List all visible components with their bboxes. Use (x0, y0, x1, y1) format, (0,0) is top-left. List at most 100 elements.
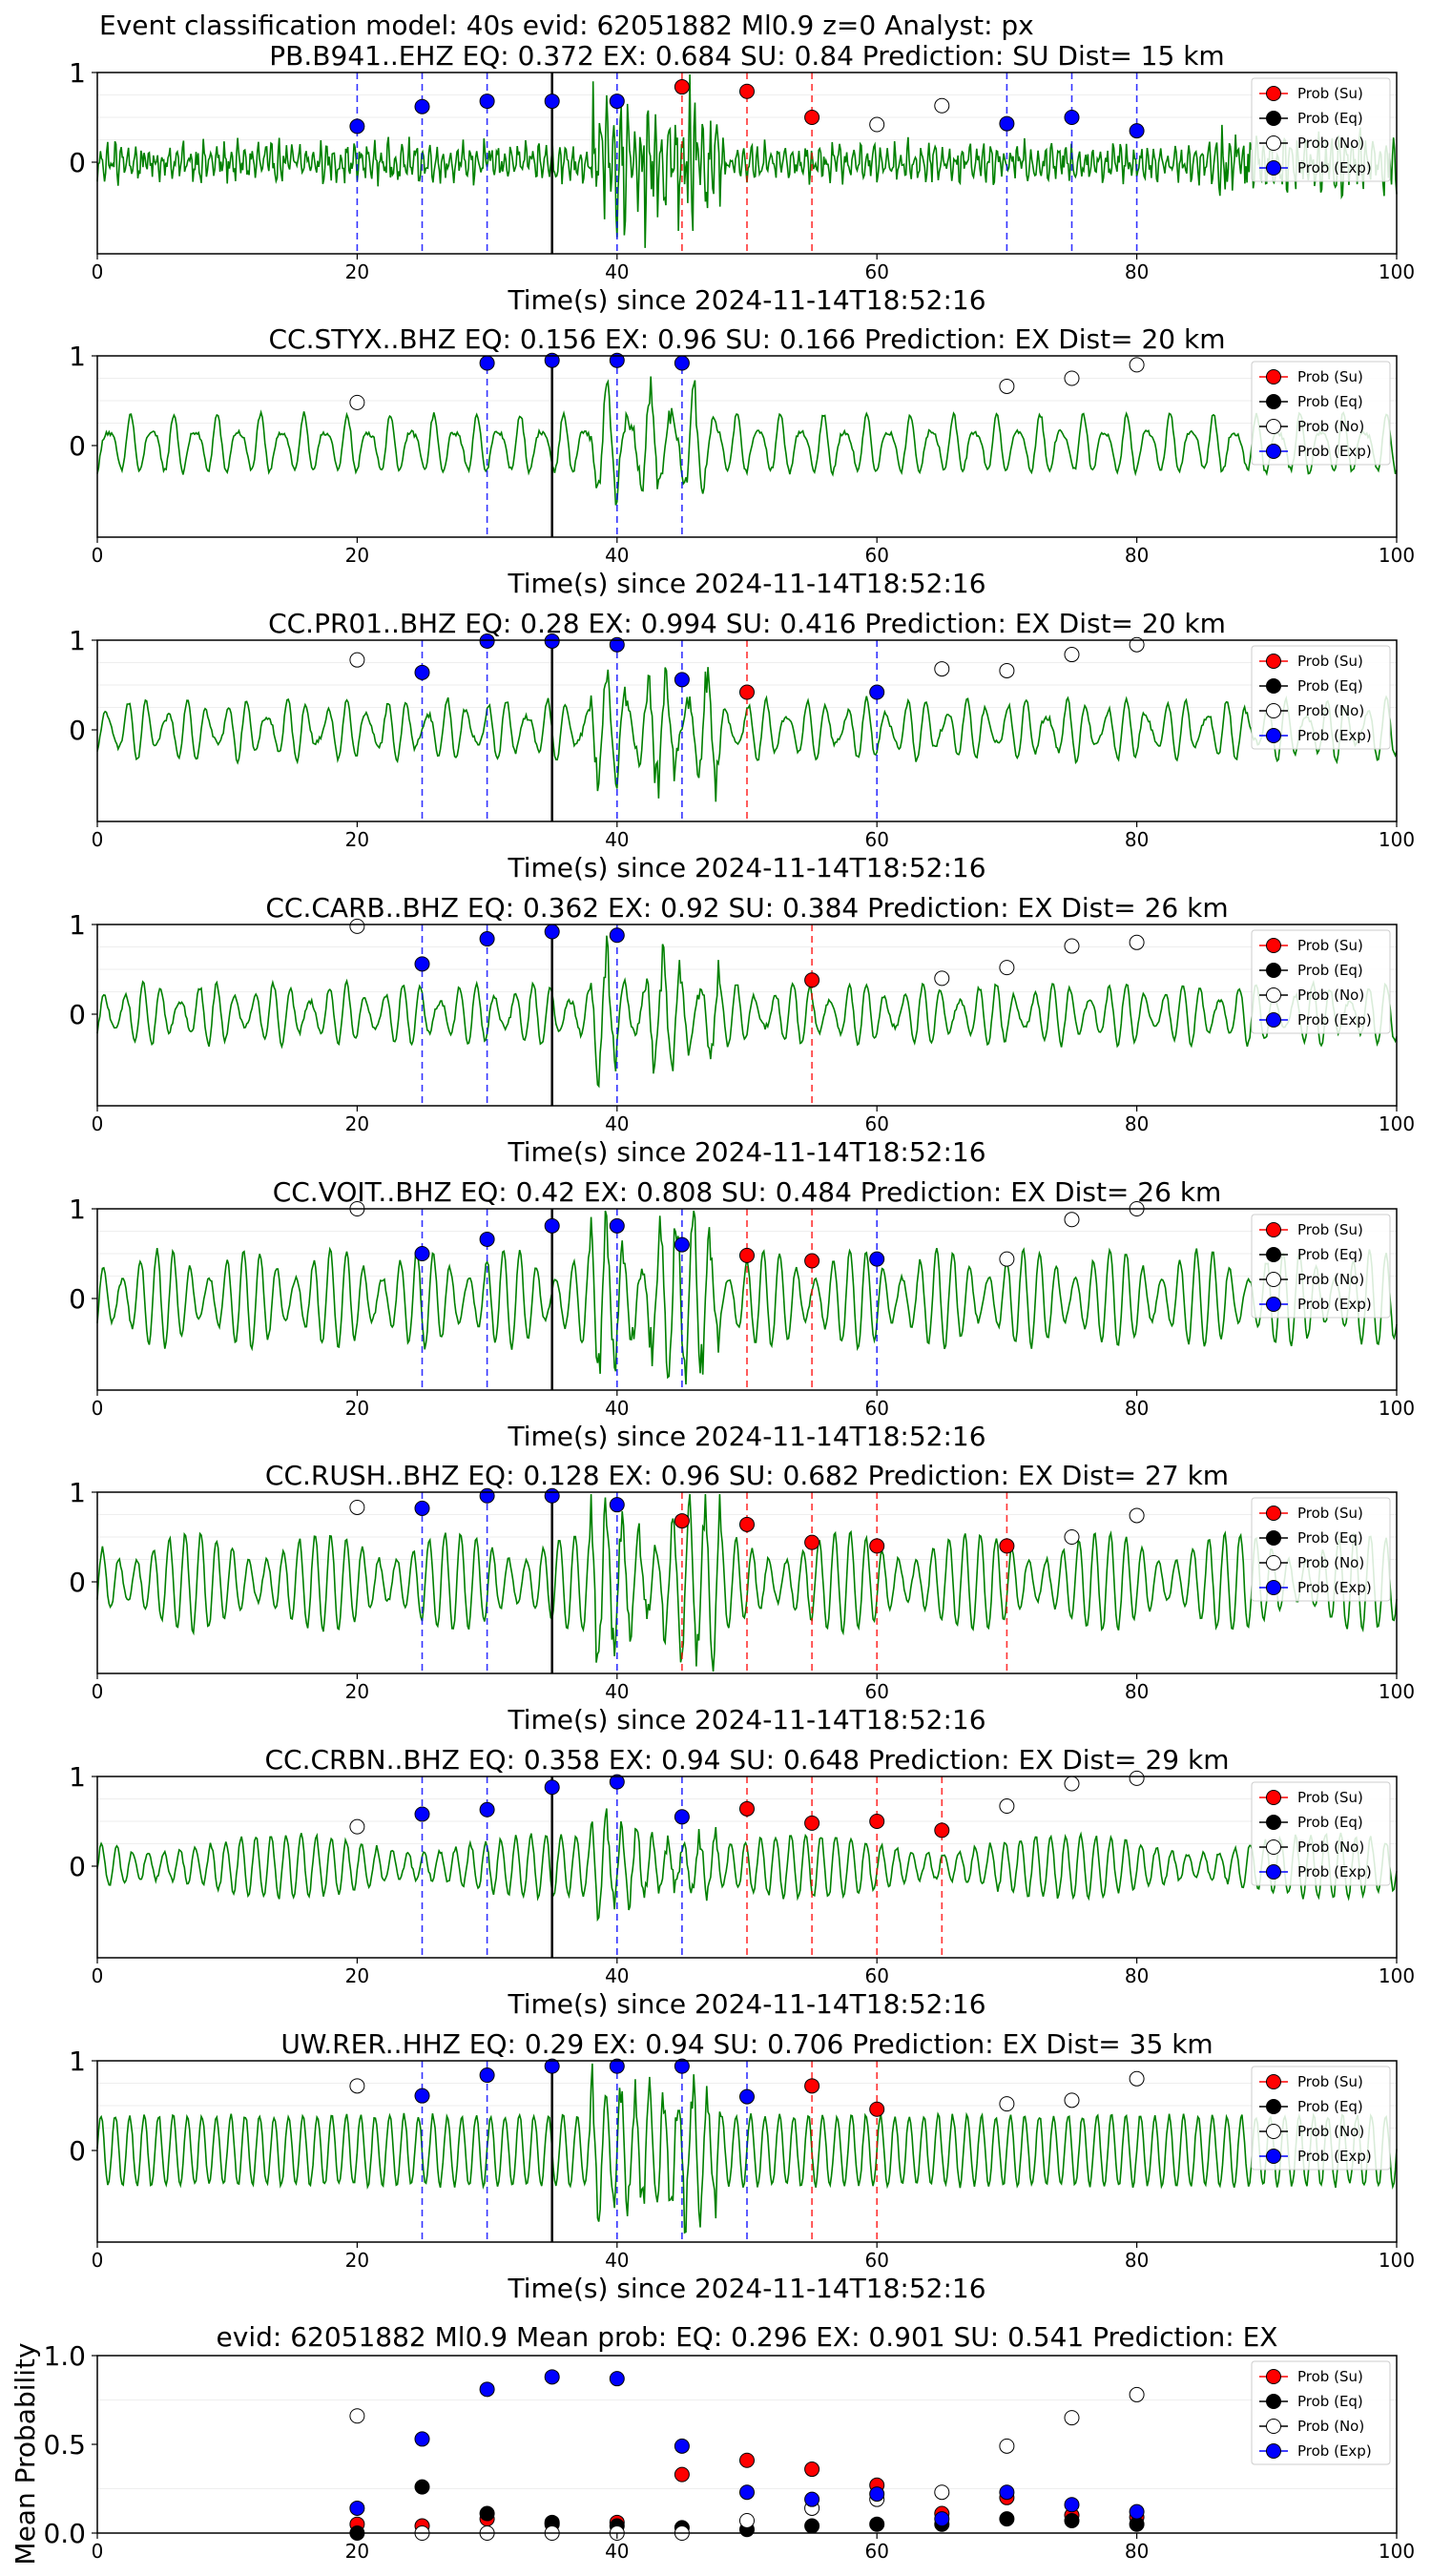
prob-marker (739, 1516, 755, 1532)
prob-marker (804, 1815, 820, 1831)
x-tick-label: 100 (1379, 1964, 1415, 1987)
legend-marker (1266, 1297, 1281, 1312)
panel-title: CC.RUSH..BHZ EQ: 0.128 EX: 0.96 SU: 0.68… (265, 1460, 1229, 1491)
prob-marker (804, 1534, 820, 1550)
mean-prob-marker (349, 2500, 365, 2516)
x-tick-label: 60 (864, 1964, 888, 1987)
legend-marker (1266, 2419, 1281, 2434)
legend-marker (1266, 728, 1281, 743)
legend-marker (1266, 963, 1281, 978)
panel-title: CC.CRBN..BHZ EQ: 0.358 EX: 0.94 SU: 0.64… (264, 1744, 1229, 1776)
prob-marker (1129, 934, 1145, 950)
legend-marker (1266, 369, 1281, 384)
prob-marker (1129, 1507, 1145, 1524)
y-tick-label: 0 (69, 1851, 86, 1882)
x-tick-label: 100 (1379, 260, 1415, 283)
prob-marker (544, 2058, 560, 2074)
x-tick-label: 0 (92, 544, 104, 567)
waveform-trace (96, 73, 1398, 248)
prob-marker (1129, 123, 1145, 139)
chart-panel-5: CC.RUSH..BHZ EQ: 0.128 EX: 0.96 SU: 0.68… (69, 1460, 1415, 1735)
mean-prob-marker (1064, 2410, 1080, 2426)
mean-prob-marker (609, 2371, 625, 2387)
prob-marker (1129, 357, 1145, 373)
x-tick-label: 80 (1125, 2249, 1149, 2272)
legend-label: Prob (Eq) (1297, 1529, 1363, 1547)
x-tick-label: 100 (1379, 2540, 1415, 2563)
x-tick-label: 80 (1125, 1112, 1149, 1135)
x-tick-label: 20 (345, 1964, 369, 1987)
prob-marker (999, 2096, 1015, 2112)
legend-label: Prob (Exp) (1297, 443, 1372, 460)
legend-label: Prob (Eq) (1297, 1814, 1363, 1831)
x-tick-label: 80 (1125, 828, 1149, 851)
legend-label: Prob (No) (1297, 418, 1364, 435)
legend-marker (1266, 2074, 1281, 2089)
mean-prob-marker (999, 2484, 1015, 2501)
prob-marker (349, 918, 365, 934)
prob-marker (609, 927, 625, 944)
legend-box (1251, 2066, 1391, 2171)
prob-marker (739, 684, 755, 700)
prob-marker (349, 2078, 365, 2094)
legend-marker (1266, 654, 1281, 669)
legend-label: Prob (Su) (1297, 2368, 1363, 2385)
prob-marker (544, 633, 560, 649)
axes-frame (96, 72, 1398, 255)
chart-panel-1: CC.STYX..BHZ EQ: 0.156 EX: 0.96 SU: 0.16… (69, 323, 1415, 599)
legend-label: Prob (Su) (1297, 653, 1363, 670)
y-tick-label: 1 (69, 1761, 86, 1793)
legend-label: Prob (Su) (1297, 1789, 1363, 1806)
prob-marker (674, 1809, 690, 1825)
legend-label: Prob (Exp) (1297, 1011, 1372, 1028)
legend-box (1251, 77, 1391, 182)
prob-marker (414, 2088, 430, 2104)
x-tick-label: 100 (1379, 1112, 1415, 1135)
x-tick-label: 60 (864, 1680, 888, 1703)
mean-prob-marker (414, 2479, 430, 2495)
x-tick-label: 40 (605, 1680, 629, 1703)
waveform-trace (96, 935, 1398, 1089)
legend-label: Prob (Exp) (1297, 1863, 1372, 1880)
x-tick-label: 80 (1125, 260, 1149, 283)
x-axis-label: Time(s) since 2024-11-14T18:52:16 (507, 1421, 985, 1452)
mean-prob-marker (414, 2431, 430, 2447)
x-tick-label: 100 (1379, 1397, 1415, 1420)
mean-prob-marker (869, 2516, 885, 2532)
x-tick-label: 0 (92, 260, 104, 283)
prob-marker (544, 352, 560, 368)
prob-marker (739, 1800, 755, 1817)
prob-marker (934, 970, 950, 987)
waveform-trace (96, 2063, 1398, 2234)
y-tick-label: 0.0 (43, 2518, 86, 2549)
prob-marker (934, 661, 950, 677)
x-tick-label: 20 (345, 2249, 369, 2272)
legend-label: Prob (No) (1297, 1554, 1364, 1571)
legend-label: Prob (Su) (1297, 85, 1363, 102)
legend-box (1251, 1497, 1391, 1602)
legend-label: Prob (No) (1297, 987, 1364, 1004)
prob-marker (609, 93, 625, 110)
legend-label: Prob (Su) (1297, 1505, 1363, 1522)
mean-prob-marker (804, 2462, 820, 2478)
mean-prob-marker (674, 2466, 690, 2483)
legend-label: Prob (Exp) (1297, 727, 1372, 744)
prob-marker (544, 93, 560, 110)
legend-marker (1266, 86, 1281, 101)
x-tick-label: 0 (92, 2540, 104, 2563)
chart-panel-2: CC.PR01..BHZ EQ: 0.28 EX: 0.994 SU: 0.41… (69, 608, 1415, 883)
legend-marker (1266, 419, 1281, 434)
prob-marker (1064, 110, 1080, 125)
legend-label: Prob (Exp) (1297, 2148, 1372, 2165)
x-tick-label: 100 (1379, 2249, 1415, 2272)
axes-frame (96, 639, 1398, 822)
x-tick-label: 20 (345, 1397, 369, 1420)
chart-panel-4: CC.VOIT..BHZ EQ: 0.42 EX: 0.808 SU: 0.48… (69, 1176, 1415, 1452)
x-tick-label: 60 (864, 1112, 888, 1135)
mean-prob-marker (804, 2491, 820, 2507)
y-tick-label: 1 (69, 909, 86, 941)
prob-marker (674, 1513, 690, 1529)
axes-frame (96, 1491, 1398, 1674)
prob-marker (1064, 1776, 1080, 1792)
